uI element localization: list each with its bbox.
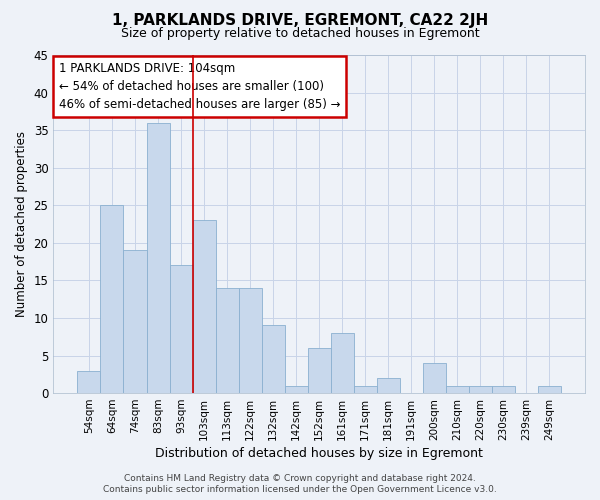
Bar bbox=[100, 206, 124, 393]
Bar bbox=[215, 288, 239, 393]
Bar bbox=[353, 386, 377, 393]
Bar bbox=[538, 386, 561, 393]
Bar bbox=[331, 333, 353, 393]
Y-axis label: Number of detached properties: Number of detached properties bbox=[15, 131, 28, 317]
Text: 1, PARKLANDS DRIVE, EGREMONT, CA22 2JH: 1, PARKLANDS DRIVE, EGREMONT, CA22 2JH bbox=[112, 12, 488, 28]
Bar bbox=[492, 386, 515, 393]
Bar bbox=[423, 363, 446, 393]
X-axis label: Distribution of detached houses by size in Egremont: Distribution of detached houses by size … bbox=[155, 447, 483, 460]
Text: Size of property relative to detached houses in Egremont: Size of property relative to detached ho… bbox=[121, 28, 479, 40]
Bar bbox=[377, 378, 400, 393]
Bar bbox=[239, 288, 262, 393]
Bar bbox=[77, 370, 100, 393]
Text: Contains HM Land Registry data © Crown copyright and database right 2024.
Contai: Contains HM Land Registry data © Crown c… bbox=[103, 474, 497, 494]
Bar bbox=[446, 386, 469, 393]
Text: 1 PARKLANDS DRIVE: 104sqm
← 54% of detached houses are smaller (100)
46% of semi: 1 PARKLANDS DRIVE: 104sqm ← 54% of detac… bbox=[59, 62, 340, 111]
Bar bbox=[146, 122, 170, 393]
Bar bbox=[124, 250, 146, 393]
Bar bbox=[308, 348, 331, 393]
Bar bbox=[469, 386, 492, 393]
Bar bbox=[262, 326, 284, 393]
Bar bbox=[170, 266, 193, 393]
Bar bbox=[193, 220, 215, 393]
Bar bbox=[284, 386, 308, 393]
